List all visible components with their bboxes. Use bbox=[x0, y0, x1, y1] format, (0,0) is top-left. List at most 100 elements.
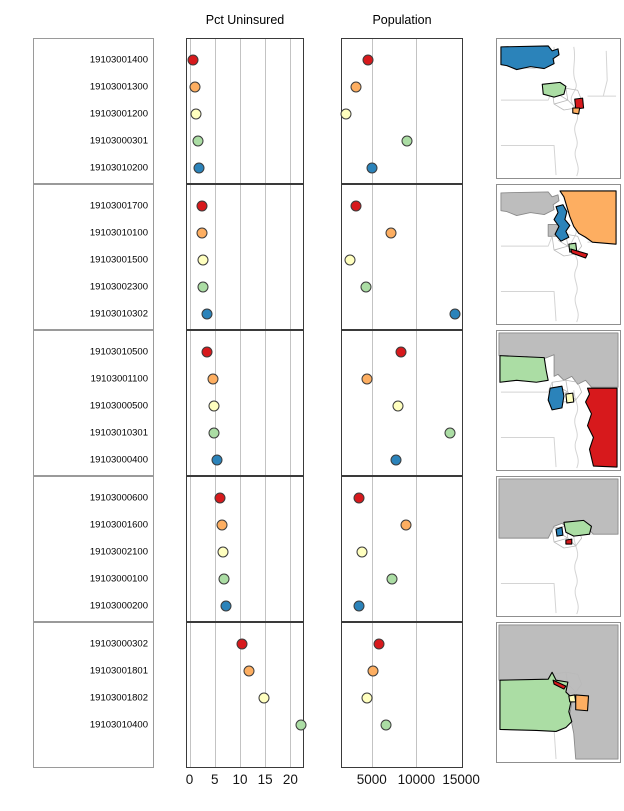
data-point-19103000400-pct_uninsured bbox=[211, 454, 223, 466]
data-point-19103001400-population bbox=[362, 54, 374, 66]
data-point-19103000500-pct_uninsured bbox=[208, 400, 220, 412]
pct_uninsured-facet-3 bbox=[186, 330, 304, 476]
tract-id-label: 19103001200 bbox=[89, 108, 148, 120]
population-dotplot-column bbox=[340, 38, 463, 768]
tract-id-label: 19103010200 bbox=[89, 162, 148, 174]
tract-id-label: 19103000500 bbox=[89, 400, 148, 412]
city-tract-cluster bbox=[551, 379, 583, 403]
data-point-19103001200-population bbox=[340, 108, 352, 120]
group-3-map bbox=[496, 330, 621, 471]
tract-id-label: 19103010500 bbox=[89, 346, 148, 358]
tract-region-yellow bbox=[568, 694, 577, 703]
gridline-20 bbox=[289, 623, 291, 767]
data-point-19103001300-pct_uninsured bbox=[189, 81, 201, 93]
tract-region-green bbox=[541, 81, 567, 98]
tract-label-group-2: 19103001700 19103010100 19103001500 1910300… bbox=[33, 184, 154, 330]
gridline-10 bbox=[240, 477, 242, 621]
gridline-15 bbox=[264, 185, 266, 329]
data-point-19103001802-population bbox=[361, 692, 373, 704]
data-point-19103000100-population bbox=[386, 573, 398, 585]
gridline-15 bbox=[264, 39, 266, 183]
gridline-0 bbox=[190, 185, 192, 329]
tract-id-label: 19103002100 bbox=[89, 546, 148, 558]
tract-map-column bbox=[496, 38, 621, 768]
tract-id-label: 19103001300 bbox=[89, 81, 148, 93]
gridline-20 bbox=[289, 39, 291, 183]
tract-id-label: 19103010301 bbox=[89, 427, 148, 439]
data-point-19103000500-population bbox=[392, 400, 404, 412]
data-point-19103010301-population bbox=[444, 427, 456, 439]
data-point-19103001600-pct_uninsured bbox=[216, 519, 228, 531]
gridline-10 bbox=[240, 39, 242, 183]
map-base-boundaries bbox=[500, 382, 579, 469]
data-point-19103001600-population bbox=[400, 519, 412, 531]
data-point-19103002100-pct_uninsured bbox=[217, 546, 229, 558]
gridline-10000 bbox=[416, 331, 418, 475]
gridline-5000 bbox=[372, 477, 374, 621]
data-point-19103001700-pct_uninsured bbox=[196, 200, 208, 212]
data-point-19103010301-pct_uninsured bbox=[208, 427, 220, 439]
data-point-19103010200-pct_uninsured bbox=[193, 162, 205, 174]
data-point-19103010100-pct_uninsured bbox=[196, 227, 208, 239]
gridline-10000 bbox=[416, 39, 418, 183]
data-point-19103000200-population bbox=[353, 600, 365, 612]
gridline-5 bbox=[215, 623, 217, 767]
tract-id-label: 19103001801 bbox=[89, 665, 148, 677]
gridline-5000 bbox=[372, 39, 374, 183]
data-point-19103002300-population bbox=[360, 281, 372, 293]
x-tick-label-5: 5 bbox=[210, 772, 219, 787]
tract-region-green bbox=[499, 671, 573, 732]
x-tick-label-0: 0 bbox=[185, 772, 194, 787]
city-tract-cluster bbox=[551, 233, 583, 257]
population-facet-3 bbox=[341, 330, 463, 476]
data-point-19103000302-population bbox=[373, 638, 385, 650]
tract-label-column: 19103001400 19103001300 19103001200 1910300… bbox=[33, 38, 154, 768]
gridline-10 bbox=[240, 185, 242, 329]
gridline-10000 bbox=[416, 623, 418, 767]
gridline-5 bbox=[215, 185, 217, 329]
tract-region-green bbox=[499, 355, 549, 383]
tract-region-orange bbox=[572, 107, 581, 115]
tract-id-label: 19103001600 bbox=[89, 519, 148, 531]
gridline-15 bbox=[264, 331, 266, 475]
pct-uninsured-x-axis: 0 5 10 15 20 bbox=[186, 772, 304, 790]
data-point-19103000301-population bbox=[401, 135, 413, 147]
tract-id-label: 19103002300 bbox=[89, 281, 148, 293]
tract-region-blue bbox=[553, 204, 571, 242]
data-point-19103000200-pct_uninsured bbox=[220, 600, 232, 612]
x-tick-label-10: 10 bbox=[232, 772, 248, 787]
gridline-10000 bbox=[416, 185, 418, 329]
pct-uninsured-panel-title: Pct Uninsured bbox=[205, 13, 285, 27]
tract-id-label: 19103001500 bbox=[89, 254, 148, 266]
data-point-19103010302-population bbox=[449, 308, 461, 320]
tract-region-blue bbox=[555, 526, 564, 537]
x-tick-label-20: 20 bbox=[282, 772, 298, 787]
gridline-10 bbox=[240, 331, 242, 475]
data-point-19103001400-pct_uninsured bbox=[187, 54, 199, 66]
pct_uninsured-facet-4 bbox=[186, 476, 304, 622]
group-2-map bbox=[496, 184, 621, 325]
tract-id-label: 19103010302 bbox=[89, 308, 148, 320]
x-tick-label-15000: 15000 bbox=[442, 772, 480, 787]
data-point-19103002300-pct_uninsured bbox=[197, 281, 209, 293]
population-x-axis: 5000 10000 15000 bbox=[341, 772, 480, 790]
population-facet-4 bbox=[341, 476, 463, 622]
data-point-19103010200-population bbox=[366, 162, 378, 174]
gridline-20 bbox=[289, 331, 291, 475]
gridline-0 bbox=[190, 623, 192, 767]
data-point-19103002100-population bbox=[356, 546, 368, 558]
group-4-map bbox=[496, 476, 621, 617]
tract-label-group-1: 19103001400 19103001300 19103001200 1910300… bbox=[33, 38, 154, 184]
data-point-19103010400-population bbox=[380, 719, 392, 731]
gridline-5000 bbox=[372, 185, 374, 329]
tract-id-label: 19103000100 bbox=[89, 573, 148, 585]
tract-region-red bbox=[565, 538, 573, 545]
tract-id-label: 19103001700 bbox=[89, 200, 148, 212]
map-base-boundaries bbox=[500, 533, 617, 615]
tract-label-group-5: 19103000302 19103001801 19103001802 1910301… bbox=[33, 622, 154, 768]
gridline-0 bbox=[190, 477, 192, 621]
tract-id-label: 19103010100 bbox=[89, 227, 148, 239]
data-point-19103000100-pct_uninsured bbox=[218, 573, 230, 585]
tract-region-green bbox=[563, 519, 593, 537]
tract-id-label: 19103001400 bbox=[89, 54, 148, 66]
